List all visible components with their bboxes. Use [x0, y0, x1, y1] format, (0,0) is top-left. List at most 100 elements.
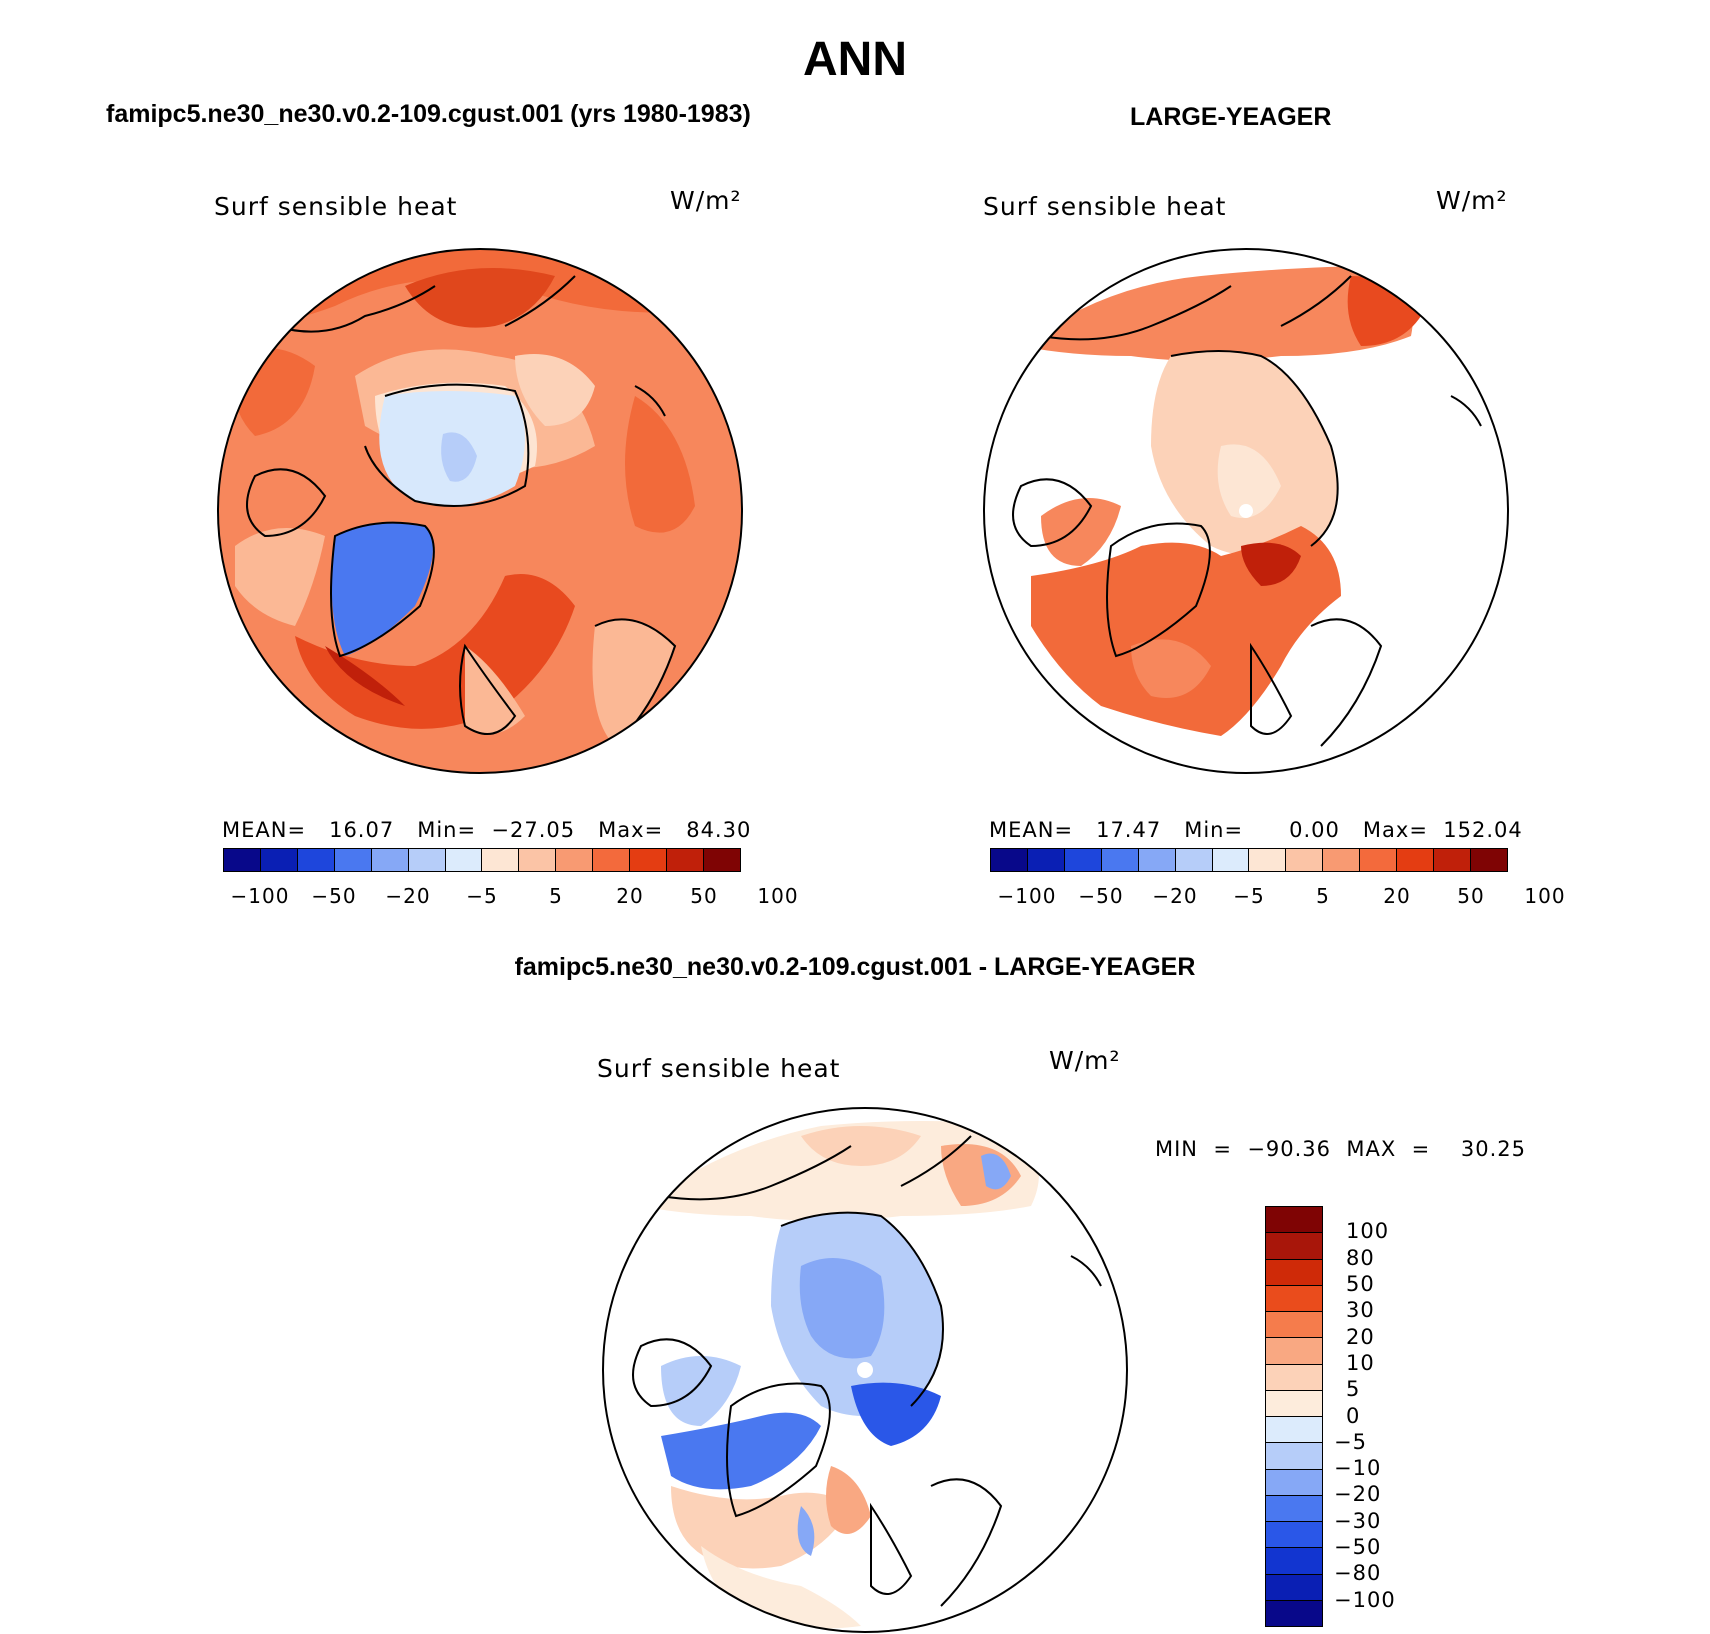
- right-polar-map: [983, 248, 1509, 774]
- colorbar-swatch: [555, 849, 593, 871]
- left-colorbar-swatches: [223, 848, 741, 872]
- colorbar-swatch: [1266, 1258, 1322, 1285]
- right-colorbar-swatches: [990, 848, 1508, 872]
- colorbar-swatch: [370, 849, 408, 871]
- diff-units-label: W/m²: [1049, 1046, 1121, 1075]
- colorbar-swatch: [518, 849, 556, 871]
- colorbar-swatch: [296, 849, 334, 871]
- right-colorbar: [990, 848, 1508, 872]
- colorbar-tick-label: 80: [1346, 1245, 1375, 1270]
- colorbar-swatch: [1266, 1284, 1322, 1311]
- colorbar-tick-label: −5: [1334, 1429, 1367, 1454]
- colorbar-tick-label: 100: [1524, 884, 1566, 908]
- left-panel-title: famipc5.ne30_ne30.v0.2-109.cgust.001 (yr…: [106, 100, 751, 128]
- colorbar-swatch: [666, 849, 703, 871]
- colorbar-swatch: [1266, 1337, 1322, 1364]
- colorbar-tick-label: −100: [997, 884, 1057, 908]
- colorbar-tick-label: −50: [311, 884, 357, 908]
- colorbar-tick-label: 30: [1346, 1298, 1375, 1323]
- left-colorbar-labels: −100 −50 −20 −5 5 20 50 100: [223, 884, 798, 910]
- colorbar-swatch: [629, 849, 667, 871]
- colorbar-tick-label: 50: [690, 884, 718, 908]
- colorbar-tick-label: −10: [1334, 1456, 1382, 1481]
- colorbar-swatch: [1266, 1547, 1322, 1574]
- colorbar-swatch: [224, 849, 260, 871]
- colorbar-tick-label: −5: [1233, 884, 1265, 908]
- colorbar-swatch: [444, 849, 482, 871]
- colorbar-swatch: [1266, 1521, 1322, 1548]
- colorbar-swatch: [481, 849, 519, 871]
- diff-colorbar-swatches: [1265, 1206, 1323, 1627]
- colorbar-swatch: [1266, 1416, 1322, 1443]
- colorbar-tick-label: 10: [1346, 1350, 1375, 1375]
- colorbar-tick-label: −100: [230, 884, 290, 908]
- diff-variable-label: Surf sensible heat: [597, 1054, 841, 1083]
- diff-colorbar: [1265, 1206, 1323, 1627]
- colorbar-swatch: [1322, 849, 1360, 871]
- colorbar-tick-label: −20: [385, 884, 431, 908]
- left-polar-map: [217, 248, 743, 774]
- left-colorbar: [223, 848, 741, 872]
- colorbar-swatch: [407, 849, 445, 871]
- main-title: ANN: [803, 33, 907, 86]
- colorbar-swatch: [702, 849, 740, 871]
- difference-panel-title: famipc5.ne30_ne30.v0.2-109.cgust.001 - L…: [514, 953, 1196, 981]
- colorbar-swatch: [1433, 849, 1470, 871]
- diff-polar-map: [602, 1107, 1128, 1633]
- colorbar-tick-label: 100: [1346, 1219, 1390, 1244]
- colorbar-swatch: [1100, 849, 1138, 871]
- colorbar-tick-label: −30: [1334, 1508, 1382, 1533]
- colorbar-tick-label: 50: [1346, 1271, 1375, 1296]
- right-stats: MEAN= 17.47 Min= 0.00 Max= 152.04: [989, 818, 1523, 842]
- colorbar-swatch: [1266, 1363, 1322, 1390]
- colorbar-swatch: [1266, 1573, 1322, 1600]
- colorbar-swatch: [259, 849, 297, 871]
- colorbar-swatch: [1266, 1442, 1322, 1469]
- colorbar-swatch: [1396, 849, 1434, 871]
- left-variable-label: Surf sensible heat: [214, 192, 458, 221]
- colorbar-swatch: [1137, 849, 1175, 871]
- colorbar-tick-label: 5: [1316, 884, 1330, 908]
- colorbar-swatch: [991, 849, 1027, 871]
- colorbar-swatch: [1266, 1311, 1322, 1338]
- colorbar-swatch: [1266, 1468, 1322, 1495]
- colorbar-tick-label: 5: [1346, 1377, 1361, 1402]
- colorbar-swatch: [1359, 849, 1397, 871]
- left-stats: MEAN= 16.07 Min= −27.05 Max= 84.30: [222, 818, 752, 842]
- colorbar-tick-label: −20: [1152, 884, 1198, 908]
- colorbar-tick-label: 100: [757, 884, 799, 908]
- colorbar-swatch: [1063, 849, 1101, 871]
- colorbar-tick-label: 0: [1346, 1403, 1361, 1428]
- right-colorbar-labels: −100 −50 −20 −5 5 20 50 100: [990, 884, 1565, 910]
- colorbar-tick-label: −80: [1334, 1561, 1382, 1586]
- colorbar-swatch: [1266, 1232, 1322, 1259]
- colorbar-swatch: [1026, 849, 1064, 871]
- right-variable-label: Surf sensible heat: [983, 192, 1227, 221]
- colorbar-swatch: [1266, 1207, 1322, 1233]
- colorbar-tick-label: −100: [1334, 1587, 1396, 1612]
- colorbar-tick-label: 5: [549, 884, 563, 908]
- colorbar-tick-label: 20: [1383, 884, 1411, 908]
- colorbar-tick-label: −5: [466, 884, 498, 908]
- colorbar-swatch: [1248, 849, 1286, 871]
- colorbar-tick-label: −50: [1334, 1535, 1382, 1560]
- colorbar-swatch: [1469, 849, 1507, 871]
- colorbar-tick-label: 20: [1346, 1324, 1375, 1349]
- colorbar-swatch: [1174, 849, 1212, 871]
- colorbar-tick-label: −20: [1334, 1482, 1382, 1507]
- colorbar-swatch: [1266, 1494, 1322, 1521]
- colorbar-tick-label: 20: [616, 884, 644, 908]
- diff-colorbar-labels: −100 −80 −50 −30 −20 −10 −5 0 5 10 20 30 50 80 100: [1334, 1206, 1424, 1627]
- colorbar-swatch: [592, 849, 630, 871]
- right-panel-title: LARGE-YEAGER: [1130, 103, 1332, 131]
- colorbar-swatch: [333, 849, 371, 871]
- colorbar-swatch: [1266, 1389, 1322, 1416]
- right-units-label: W/m²: [1436, 186, 1508, 215]
- colorbar-swatch: [1211, 849, 1249, 871]
- colorbar-swatch: [1285, 849, 1323, 871]
- colorbar-tick-label: −50: [1078, 884, 1124, 908]
- diff-stats: MIN = −90.36 MAX = 30.25: [1155, 1137, 1527, 1161]
- colorbar-swatch: [1266, 1599, 1322, 1626]
- colorbar-tick-label: 50: [1457, 884, 1485, 908]
- left-units-label: W/m²: [670, 186, 742, 215]
